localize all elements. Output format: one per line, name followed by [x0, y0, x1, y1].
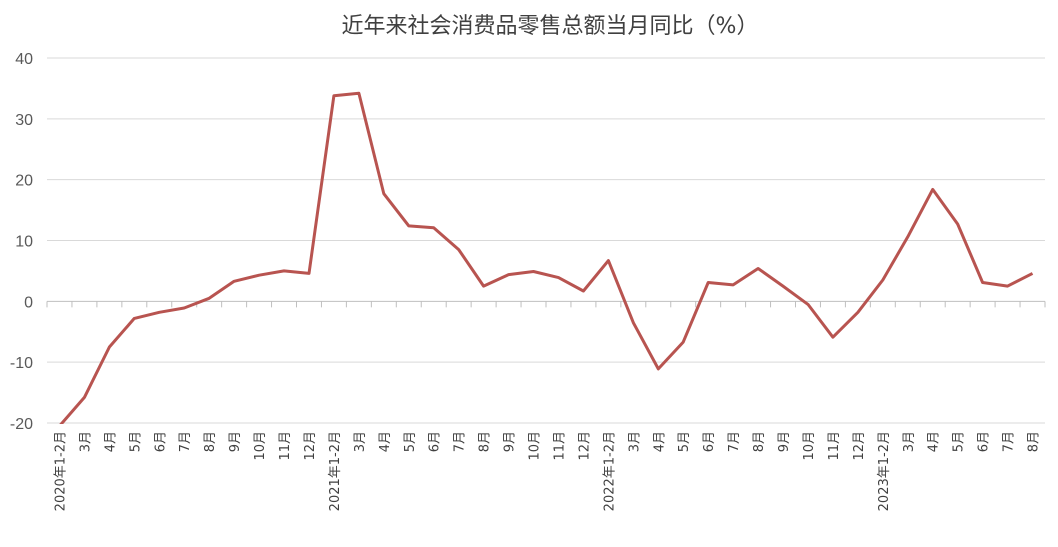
- x-tick-label: 3月: [902, 431, 917, 452]
- x-tick-label: 2022年1-2月: [602, 431, 617, 511]
- x-tick-label: 8月: [752, 431, 767, 452]
- x-tick-label: 11月: [278, 431, 293, 461]
- gridlines: [47, 57, 1045, 424]
- x-tick-label: 11月: [552, 431, 567, 461]
- y-tick-label: -10: [10, 355, 33, 372]
- x-tick-label: 4月: [927, 431, 942, 452]
- x-tick-label: 4月: [378, 431, 393, 452]
- x-tick-label: 5月: [128, 431, 143, 452]
- x-tick-label: 12月: [303, 431, 318, 461]
- y-tick-label: 30: [15, 112, 33, 129]
- x-tick-label: 10月: [802, 431, 817, 461]
- x-tick-label: 9月: [228, 431, 243, 452]
- x-tick-label: 6月: [977, 431, 992, 452]
- x-tick-label: 4月: [652, 431, 667, 452]
- y-axis-ticks: 40 30 20 10 0 -10 -20: [10, 51, 33, 433]
- x-tick-label: 8月: [478, 431, 493, 452]
- x-tick-label: 2021年1-2月: [328, 431, 343, 511]
- x-tick-label: 7月: [727, 431, 742, 452]
- y-tick-label: 40: [15, 51, 33, 68]
- x-tick-label: 11月: [827, 431, 842, 461]
- x-tick-label: 3月: [78, 431, 93, 452]
- x-tick-label: 7月: [453, 431, 468, 452]
- x-tick-label: 8月: [1027, 431, 1042, 452]
- x-tick-label: 5月: [403, 431, 418, 452]
- x-tick-label: 4月: [103, 431, 118, 452]
- x-axis-ticks: 2020年1-2月 3月 4月 5月 6月 7月 8月 9月 10月 11月 12月 2021年1-2…: [53, 431, 1041, 511]
- x-tick-label: 6月: [153, 431, 168, 452]
- x-tick-label: 8月: [203, 431, 218, 452]
- x-tick-label: 6月: [702, 431, 717, 452]
- y-tick-label: 20: [15, 173, 33, 190]
- x-tick-label: 5月: [952, 431, 967, 452]
- x-tick-label: 7月: [178, 431, 193, 452]
- x-axis: [46, 300, 1046, 308]
- x-tick-label: 5月: [677, 431, 692, 452]
- x-tick-label: 7月: [1002, 431, 1017, 452]
- series-line: [59, 91, 1034, 424]
- x-tick-label: 10月: [528, 431, 543, 461]
- x-tick-label: 2020年1-2月: [53, 431, 68, 511]
- x-tick-label: 3月: [353, 431, 368, 452]
- y-tick-label: 10: [15, 234, 33, 251]
- x-tick-label: 9月: [503, 431, 518, 452]
- x-tick-label: 12月: [852, 431, 867, 461]
- x-tick-label: 12月: [577, 431, 592, 461]
- x-tick-label: 9月: [777, 431, 792, 452]
- x-tick-label: 2023年1-2月: [877, 431, 892, 511]
- x-tick-label: 3月: [627, 431, 642, 452]
- x-tick-label: 6月: [428, 431, 443, 452]
- y-tick-label: 0: [24, 294, 33, 311]
- x-tick-label: 10月: [253, 431, 268, 461]
- chart-title: 近年来社会消费品零售总额当月同比（%）: [342, 14, 759, 39]
- series-layer: [59, 91, 1034, 424]
- y-tick-label: -20: [10, 416, 33, 433]
